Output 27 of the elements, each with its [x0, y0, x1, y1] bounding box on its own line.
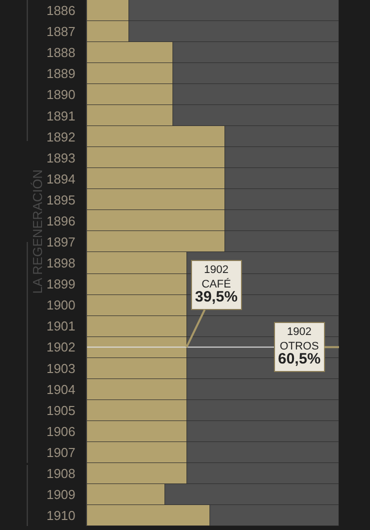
y-tick-label: 1905 [46, 402, 76, 418]
y-tick-label: 1907 [46, 444, 76, 460]
annotation: 1902 OTROS 60,5% [278, 326, 321, 368]
y-tick-label: 1893 [46, 150, 76, 166]
y-tick-label: 1890 [46, 87, 76, 102]
y-tick-label: 1886 [46, 3, 76, 18]
y-tick-label: 1895 [46, 192, 76, 208]
y-tick-label: 1897 [46, 234, 76, 250]
y-tick-label: 1908 [46, 466, 76, 481]
y-tick-label: 1892 [46, 129, 76, 144]
y-tick-label: 1901 [46, 318, 76, 334]
y-tick-label: 1898 [46, 256, 76, 271]
y-tick-label: 1906 [46, 424, 76, 439]
y-tick-label: 1910 [46, 508, 76, 524]
y-tick-label: 1903 [46, 360, 76, 376]
y-tick-label: 1891 [46, 108, 76, 124]
y-tick-label: 1900 [46, 298, 76, 313]
y-tick-label: 1887 [46, 24, 76, 40]
y-tick-label: 1902 [46, 340, 76, 355]
annotation: 1902 CAFÉ 39,5% [195, 264, 238, 306]
y-tick-label: 1894 [46, 171, 76, 186]
y-tick-label: 1896 [46, 213, 76, 228]
y-tick-label: 1909 [46, 486, 76, 502]
y-tick-label: 1899 [46, 276, 76, 292]
y-tick-label: 1888 [46, 45, 76, 60]
y-tick-label: 1889 [46, 66, 76, 82]
y-tick-label: 1904 [46, 382, 76, 397]
